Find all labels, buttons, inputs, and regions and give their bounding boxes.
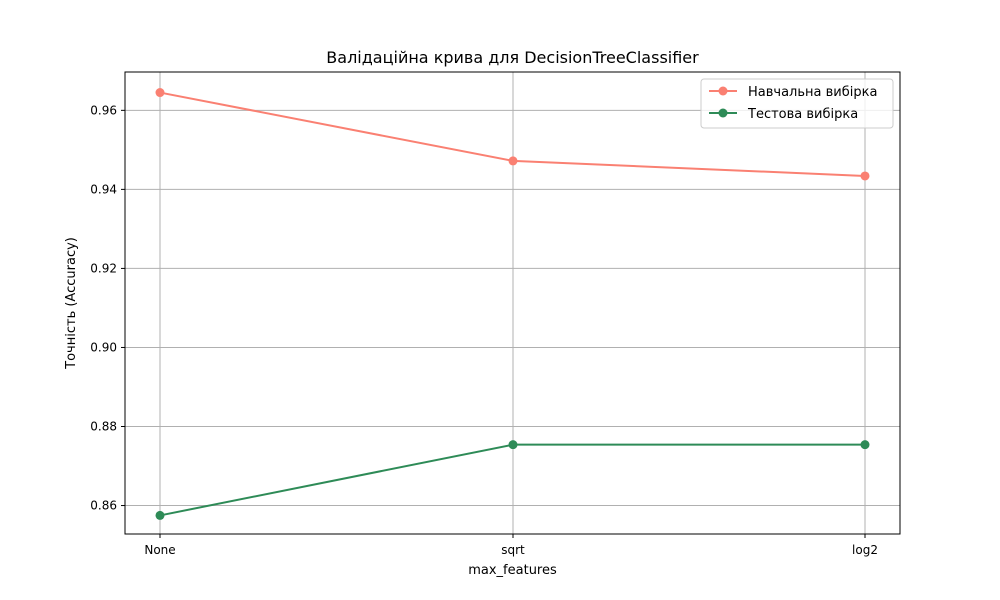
x-tick-label: None	[144, 543, 175, 557]
series-layer	[155, 88, 870, 520]
ticks-layer: None sqrt log2 0.86 0.88 0.90 0.92 0.94 0.96	[90, 103, 878, 557]
series-point-1	[508, 440, 518, 450]
y-tick-label: 0.96	[90, 103, 117, 117]
legend-marker-test	[718, 108, 728, 118]
series-point-1	[155, 510, 165, 520]
legend-marker-train	[718, 86, 728, 96]
y-tick-label: 0.92	[90, 261, 117, 275]
x-tick-label: sqrt	[501, 543, 525, 557]
legend: Навчальна вибірка Тестова вибірка	[700, 78, 894, 129]
legend-label-train: Навчальна вибірка	[748, 85, 877, 100]
y-tick-label: 0.94	[90, 182, 117, 196]
legend-label-test: Тестова вибірка	[747, 107, 858, 122]
y-tick-label: 0.86	[90, 499, 117, 513]
series-point-0	[860, 171, 870, 181]
y-tick-label: 0.90	[90, 340, 117, 354]
x-tick-label: log2	[852, 543, 878, 557]
y-tick-label: 0.88	[90, 420, 117, 434]
series-point-0	[508, 156, 518, 166]
series-point-0	[155, 88, 165, 98]
legend-box	[700, 78, 894, 129]
y-axis-label: Точність (Accuracy)	[64, 237, 79, 370]
series-point-1	[860, 440, 870, 450]
chart-title: Валідаційна крива для DecisionTreeClassi…	[326, 48, 699, 67]
x-axis-label: max_features	[468, 563, 557, 578]
